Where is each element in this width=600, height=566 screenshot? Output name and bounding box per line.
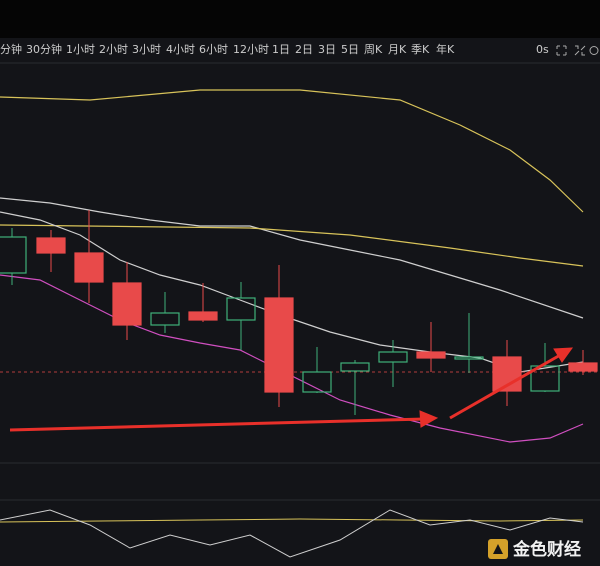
candle-body <box>264 297 294 393</box>
interval-button[interactable]: 30分钟 <box>26 42 62 56</box>
upper-band <box>0 89 584 213</box>
candle-body <box>530 365 560 392</box>
candle-body <box>188 311 218 321</box>
candle-body <box>36 237 66 254</box>
interval-button[interactable]: 5日 <box>341 43 359 56</box>
candle-body <box>568 362 598 372</box>
arrow <box>449 352 563 420</box>
interval-button[interactable]: 3小时 <box>132 43 161 56</box>
watermark: 金色财经 <box>488 539 581 560</box>
candle-body <box>74 252 104 283</box>
interval-button[interactable]: 2小时 <box>99 43 128 56</box>
candle-body <box>454 356 484 360</box>
candle-body <box>378 351 408 363</box>
settings-icon[interactable] <box>589 46 599 55</box>
interval-button[interactable]: 季K <box>411 43 430 56</box>
signal-line <box>0 518 584 523</box>
interval-button[interactable]: 月K <box>388 43 407 56</box>
candle-body <box>150 312 180 326</box>
oscillator-line <box>0 509 584 558</box>
interval-toolbar: 分钟 30分钟 1小时 2小时 3小时 4小时 6小时 12小时 1日 2日 3日 5日 周K 月K 季K 年… <box>0 42 455 56</box>
candle-body <box>112 282 142 326</box>
interval-button[interactable]: 12小时 <box>233 43 269 56</box>
fullscreen-icon[interactable] <box>556 45 567 56</box>
interval-button[interactable]: 分钟 <box>0 42 22 56</box>
toolbar-icons <box>556 45 599 56</box>
arrow <box>9 417 426 432</box>
interval-button[interactable]: 6小时 <box>199 43 228 56</box>
oscillator <box>0 509 584 558</box>
interval-button[interactable]: 4小时 <box>166 43 195 56</box>
expand-icon[interactable] <box>574 45 586 56</box>
arrow-head <box>553 347 574 363</box>
moving-average <box>0 197 584 319</box>
watermark-text: 金色财经 <box>512 539 581 560</box>
interval-button[interactable]: 1小时 <box>66 43 95 56</box>
candle-body <box>226 297 256 321</box>
candle-body <box>416 351 446 359</box>
top-bar <box>0 0 600 38</box>
interval-button[interactable]: 年K <box>436 42 455 56</box>
refresh-timer[interactable]: 0s <box>536 43 549 56</box>
interval-button[interactable]: 2日 <box>295 43 313 56</box>
candle-body <box>340 362 370 372</box>
interval-button[interactable]: 周K <box>364 43 383 56</box>
candle-body <box>0 236 27 274</box>
logo-mark <box>493 544 503 554</box>
annotation-arrows <box>9 347 574 432</box>
candle-body <box>302 371 332 393</box>
interval-button[interactable]: 3日 <box>318 43 336 56</box>
candles <box>0 210 598 415</box>
arrow-head <box>419 410 439 428</box>
interval-button[interactable]: 1日 <box>272 43 290 56</box>
moving-average <box>0 224 584 267</box>
